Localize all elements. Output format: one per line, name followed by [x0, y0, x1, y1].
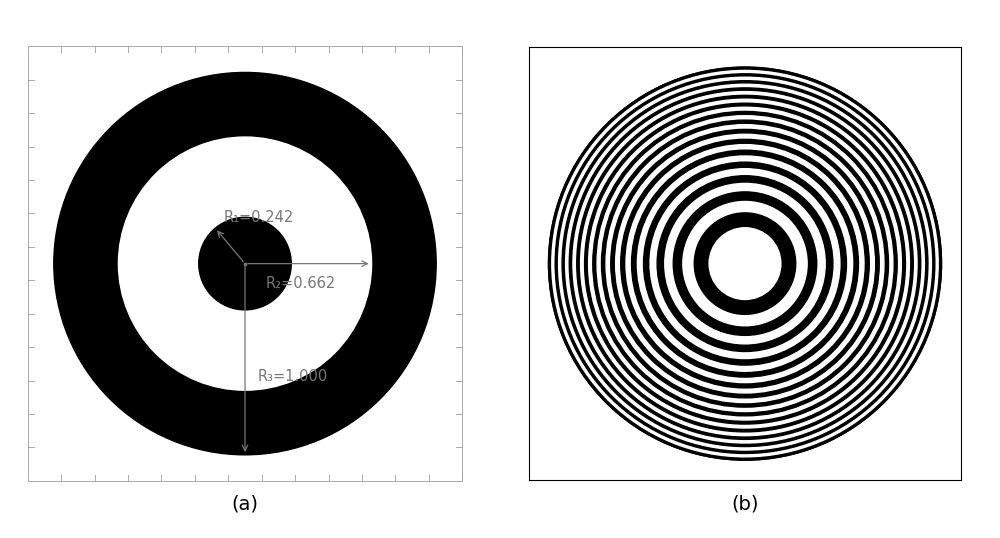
Circle shape	[683, 202, 807, 325]
Circle shape	[597, 116, 893, 412]
Circle shape	[118, 137, 372, 390]
Circle shape	[665, 183, 825, 344]
Circle shape	[569, 88, 921, 440]
Circle shape	[566, 84, 924, 443]
Circle shape	[581, 99, 909, 428]
Circle shape	[593, 111, 897, 416]
Circle shape	[589, 107, 901, 420]
Text: (a): (a)	[231, 494, 258, 513]
Circle shape	[694, 213, 796, 314]
Circle shape	[199, 217, 291, 310]
Text: R₁=0.242: R₁=0.242	[224, 210, 294, 225]
Text: R₃=1.000: R₃=1.000	[257, 369, 327, 384]
Text: (b): (b)	[731, 494, 759, 513]
Circle shape	[650, 169, 840, 358]
Circle shape	[611, 130, 879, 398]
Circle shape	[577, 95, 913, 432]
Circle shape	[585, 103, 905, 424]
Circle shape	[637, 156, 853, 371]
Circle shape	[562, 81, 928, 447]
Circle shape	[555, 74, 935, 454]
Circle shape	[602, 120, 888, 407]
Circle shape	[626, 145, 864, 383]
Circle shape	[549, 67, 941, 460]
Circle shape	[573, 91, 917, 436]
Circle shape	[709, 228, 781, 300]
Circle shape	[673, 192, 817, 335]
Circle shape	[657, 176, 833, 351]
Text: R₂=0.662: R₂=0.662	[266, 276, 336, 291]
Circle shape	[54, 73, 436, 455]
Circle shape	[606, 125, 884, 402]
Circle shape	[552, 70, 938, 457]
Circle shape	[549, 67, 941, 460]
Circle shape	[621, 139, 869, 388]
Circle shape	[632, 150, 858, 377]
Circle shape	[644, 162, 846, 365]
Circle shape	[559, 77, 931, 450]
Circle shape	[616, 134, 874, 393]
